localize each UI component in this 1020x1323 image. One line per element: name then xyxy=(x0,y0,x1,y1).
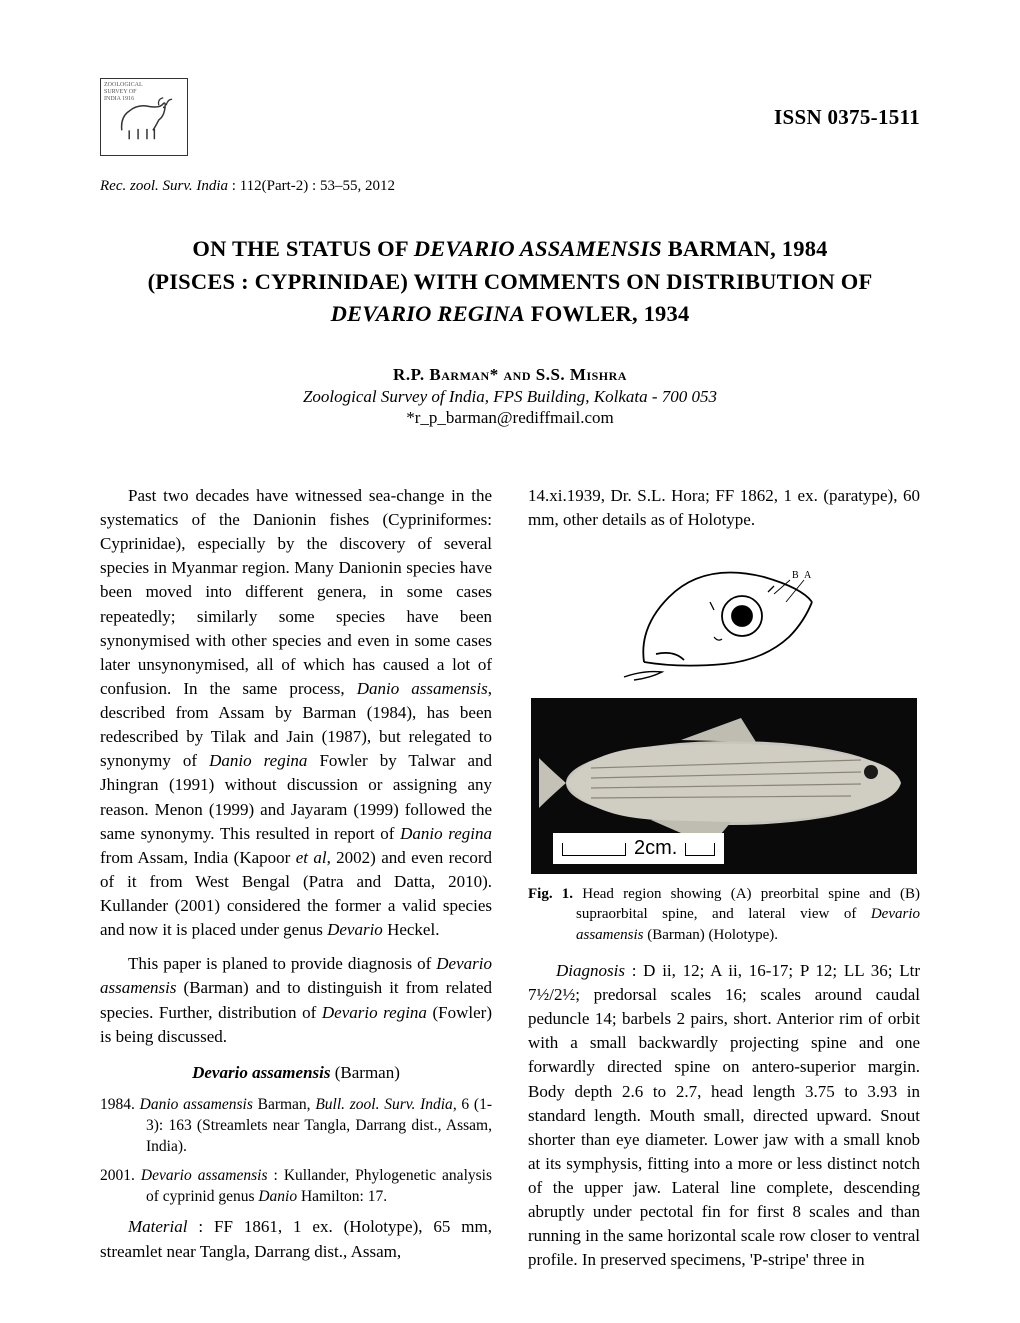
title-part: FOWLER, 1934 xyxy=(525,301,689,326)
figure-1: B A xyxy=(528,542,920,874)
left-column: Past two decades have witnessed sea-chan… xyxy=(100,484,492,1283)
para-intro: Past two decades have witnessed sea-chan… xyxy=(100,484,492,942)
head-line-drawing: B A xyxy=(614,542,834,692)
author-2: S.S. Mishra xyxy=(536,365,627,384)
vol-pages: : 112(Part-2) : 53–55, 2012 xyxy=(228,178,395,194)
para-plan: This paper is planed to provide diagnosi… xyxy=(100,952,492,1049)
logo-label: ZOOLOGICAL SURVEY OF INDIA 1916 xyxy=(104,82,154,103)
scale-bar: 2cm. xyxy=(553,833,724,864)
zsi-logo: ZOOLOGICAL SURVEY OF INDIA 1916 xyxy=(100,78,188,156)
issn: ISSN 0375-1511 xyxy=(774,105,920,130)
synonymy-1984: 1984. Danio assamensis Barman, Bull. zoo… xyxy=(100,1095,492,1158)
header: ZOOLOGICAL SURVEY OF INDIA 1916 ISSN 037… xyxy=(100,78,920,156)
svg-text:A: A xyxy=(804,570,812,581)
affiliation: Zoological Survey of India, FPS Building… xyxy=(100,387,920,407)
synonymy-2001: 2001. Devario assamensis : Kullander, Ph… xyxy=(100,1166,492,1208)
title-part: (PISCES : CYPRINIDAE) WITH COMMENTS ON D… xyxy=(148,269,873,294)
author-sep: and xyxy=(499,365,536,384)
article-title: ON THE STATUS OF DEVARIO ASSAMENSIS BARM… xyxy=(110,233,910,331)
figure-1-caption: Fig. 1. Head region showing (A) preorbit… xyxy=(528,884,920,945)
holotype-photo: 2cm. xyxy=(531,698,917,874)
journal-name: Rec. zool. Surv. India xyxy=(100,178,228,194)
citation: Rec. zool. Surv. India : 112(Part-2) : 5… xyxy=(100,178,920,195)
svg-text:B: B xyxy=(792,570,799,581)
material-continuation: 14.xi.1939, Dr. S.L. Hora; FF 1862, 1 ex… xyxy=(528,484,920,532)
body-columns: Past two decades have witnessed sea-chan… xyxy=(100,484,920,1283)
corresponding-email: *r_p_barman@rediffmail.com xyxy=(100,408,920,428)
title-sci: DEVARIO REGINA xyxy=(331,301,525,326)
right-column: 14.xi.1939, Dr. S.L. Hora; FF 1862, 1 ex… xyxy=(528,484,920,1283)
title-sci: DEVARIO ASSAMENSIS xyxy=(414,236,662,261)
title-part: ON THE STATUS OF xyxy=(192,236,413,261)
diagnosis-para: Diagnosis : D ii, 12; A ii, 16-17; P 12;… xyxy=(528,959,920,1273)
material-para: Material : FF 1861, 1 ex. (Holotype), 65… xyxy=(100,1215,492,1263)
author-1: R.P. Barman* xyxy=(393,365,499,384)
authors: R.P. Barman* and S.S. Mishra xyxy=(100,365,920,385)
title-part: BARMAN, 1984 xyxy=(662,236,828,261)
species-heading: Devario assamensis (Barman) xyxy=(100,1061,492,1085)
scale-label: 2cm. xyxy=(634,834,677,862)
